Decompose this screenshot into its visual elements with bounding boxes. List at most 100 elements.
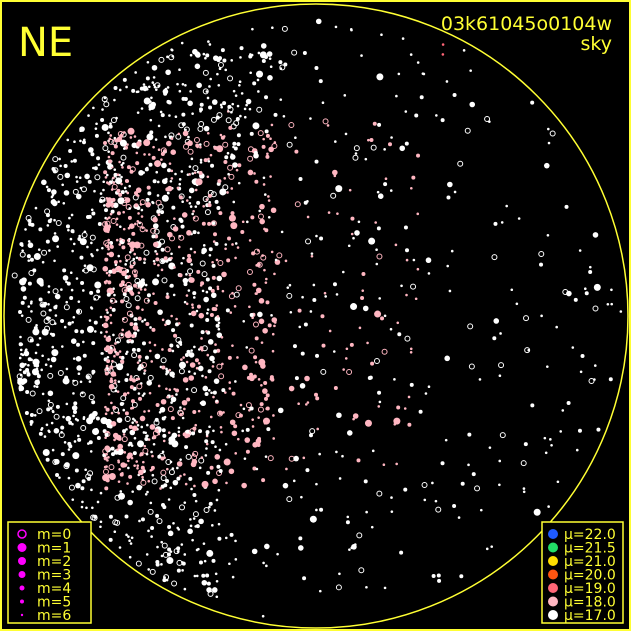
star-point bbox=[257, 90, 260, 93]
star-point bbox=[471, 472, 476, 477]
star-point bbox=[252, 466, 257, 471]
star-point bbox=[452, 503, 457, 508]
star-point bbox=[77, 300, 81, 303]
star-point bbox=[144, 355, 149, 360]
star-point bbox=[223, 177, 227, 180]
star-point bbox=[218, 67, 222, 70]
star-point bbox=[202, 88, 209, 95]
star-point bbox=[173, 387, 176, 391]
star-point bbox=[162, 439, 166, 443]
star-point bbox=[104, 176, 108, 179]
star-point bbox=[152, 145, 155, 149]
star-point bbox=[120, 280, 125, 285]
legend-label: μ=19.0 bbox=[564, 581, 616, 597]
star-point bbox=[467, 463, 470, 467]
star-point bbox=[288, 122, 295, 129]
star-point bbox=[142, 431, 146, 434]
star-point bbox=[124, 411, 129, 416]
star-point bbox=[263, 380, 268, 385]
star-point bbox=[200, 337, 203, 340]
star-point bbox=[195, 524, 200, 529]
star-point bbox=[162, 433, 167, 438]
star-point bbox=[72, 452, 80, 460]
star-point bbox=[113, 85, 118, 90]
star-point bbox=[577, 428, 582, 433]
star-point bbox=[450, 249, 454, 253]
star-point bbox=[166, 557, 174, 565]
star-point bbox=[265, 300, 270, 305]
star-point bbox=[222, 135, 226, 138]
star-point bbox=[245, 103, 248, 107]
star-point bbox=[80, 280, 85, 285]
star-point bbox=[94, 281, 102, 289]
star-point bbox=[57, 200, 60, 204]
star-point bbox=[226, 258, 231, 263]
star-point bbox=[45, 423, 49, 427]
star-point bbox=[328, 329, 332, 333]
star-point bbox=[99, 196, 106, 203]
star-point bbox=[341, 270, 345, 274]
star-point bbox=[231, 575, 235, 579]
star-point bbox=[134, 295, 141, 302]
star-point bbox=[106, 292, 111, 297]
star-point bbox=[107, 238, 110, 242]
star-point bbox=[131, 231, 136, 236]
star-point bbox=[403, 225, 408, 230]
star-point bbox=[195, 178, 203, 186]
star-point bbox=[606, 302, 610, 306]
star-point bbox=[160, 554, 164, 558]
star-point bbox=[136, 219, 140, 223]
star-point bbox=[515, 302, 519, 306]
star-point bbox=[289, 310, 293, 314]
star-point bbox=[75, 175, 78, 179]
star-point bbox=[323, 291, 327, 295]
star-point bbox=[199, 260, 206, 267]
star-point bbox=[187, 135, 190, 139]
star-point bbox=[243, 115, 247, 119]
star-point bbox=[177, 132, 181, 136]
star-point bbox=[207, 339, 214, 345]
star-point bbox=[138, 519, 141, 523]
star-point bbox=[138, 170, 144, 176]
star-point bbox=[280, 230, 284, 234]
legend-label: m=5 bbox=[37, 595, 71, 611]
star-point bbox=[192, 291, 197, 296]
star-point bbox=[166, 552, 171, 557]
star-point bbox=[202, 385, 209, 392]
star-point bbox=[227, 106, 234, 113]
star-point bbox=[165, 177, 168, 181]
star-point bbox=[357, 220, 361, 224]
star-point bbox=[437, 578, 442, 583]
star-point bbox=[115, 434, 122, 441]
star-point bbox=[151, 454, 154, 458]
star-point bbox=[189, 277, 195, 283]
star-point bbox=[152, 216, 158, 223]
star-point bbox=[139, 453, 142, 457]
star-point bbox=[187, 370, 191, 373]
star-point bbox=[152, 83, 156, 87]
star-point bbox=[273, 321, 277, 324]
star-point bbox=[147, 568, 150, 571]
star-point bbox=[59, 164, 62, 168]
star-point bbox=[546, 365, 549, 368]
star-point bbox=[203, 140, 210, 147]
star-point bbox=[120, 359, 125, 364]
star-point bbox=[140, 362, 147, 369]
star-point bbox=[578, 249, 582, 252]
legend-label: μ=21.0 bbox=[564, 554, 616, 570]
star-point bbox=[583, 287, 587, 291]
star-point bbox=[164, 135, 167, 139]
star-point bbox=[219, 133, 223, 137]
star-point bbox=[218, 411, 223, 416]
star-point bbox=[131, 490, 134, 493]
star-point bbox=[93, 166, 98, 171]
star-point bbox=[185, 453, 192, 460]
star-point bbox=[217, 321, 221, 325]
star-point bbox=[132, 417, 135, 421]
star-point bbox=[222, 141, 229, 148]
star-point bbox=[240, 229, 245, 234]
star-point bbox=[474, 485, 481, 492]
star-point bbox=[24, 228, 27, 231]
star-point bbox=[136, 464, 140, 467]
star-point bbox=[400, 284, 403, 288]
